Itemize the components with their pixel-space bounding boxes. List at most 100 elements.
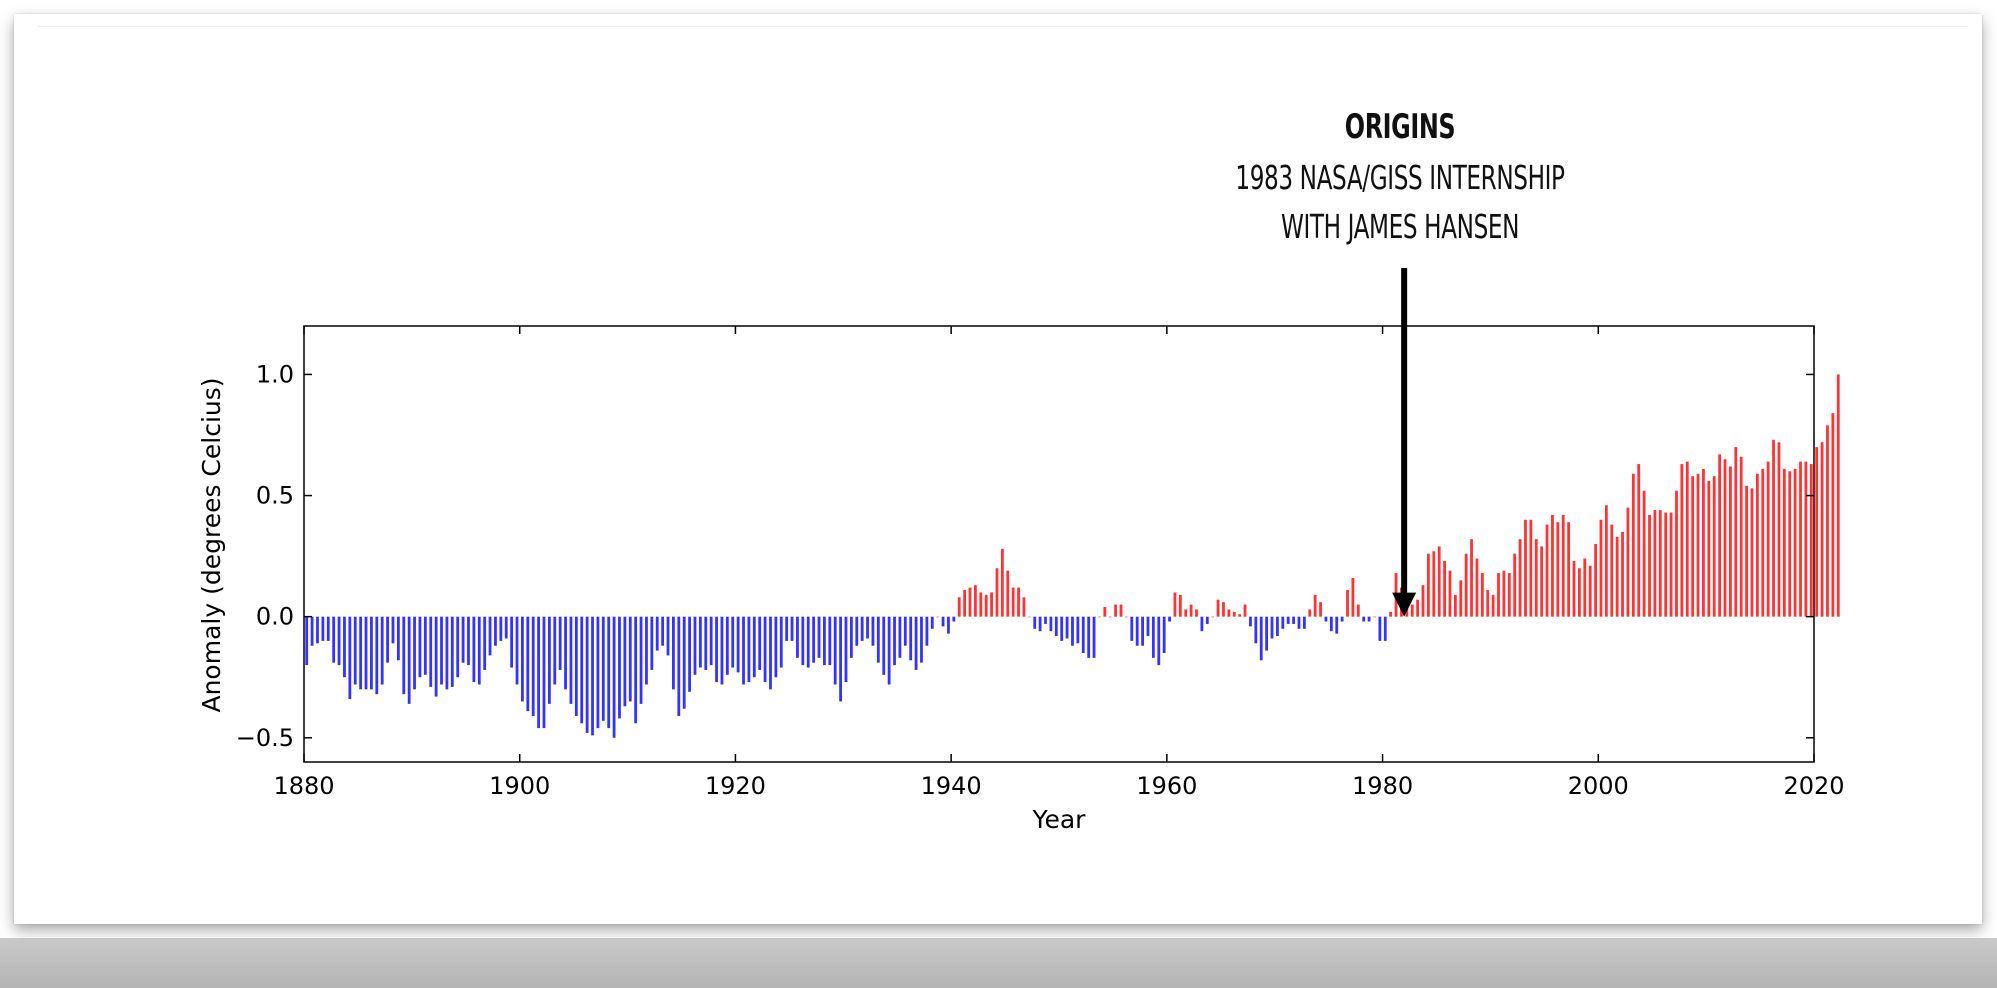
- bar: [790, 616, 794, 641]
- bar: [1513, 553, 1517, 617]
- bar: [1782, 468, 1786, 617]
- bar: [1362, 616, 1366, 622]
- bar: [504, 616, 508, 639]
- bar: [380, 616, 384, 685]
- bar: [1006, 570, 1010, 617]
- bar: [1691, 476, 1695, 617]
- bar: [1000, 548, 1004, 617]
- bar: [1259, 616, 1263, 661]
- bar: [1297, 616, 1301, 629]
- bar: [1292, 616, 1295, 624]
- bar: [1265, 616, 1269, 651]
- bar: [1011, 587, 1015, 617]
- bar: [720, 616, 724, 685]
- bar: [1448, 570, 1452, 617]
- annotation-title: ORIGINS: [1344, 107, 1456, 147]
- bar: [698, 616, 702, 668]
- top-divider: [38, 26, 1968, 27]
- bar: [936, 616, 940, 618]
- bar: [1416, 599, 1420, 617]
- bar: [1205, 616, 1209, 624]
- bar: [1507, 573, 1511, 617]
- arrow-head: [1392, 592, 1417, 617]
- bar: [1119, 604, 1123, 617]
- bar: [1578, 568, 1581, 617]
- bar: [758, 616, 762, 670]
- bar: [823, 616, 826, 666]
- bar: [774, 616, 778, 678]
- plot-area-frame: [303, 325, 1815, 763]
- bar: [860, 616, 864, 641]
- bar: [601, 616, 605, 721]
- bar: [510, 616, 514, 668]
- bar: [1270, 616, 1274, 639]
- bar: [920, 616, 923, 663]
- bar: [1755, 473, 1759, 617]
- bar: [1216, 599, 1220, 617]
- bar: [434, 616, 438, 697]
- bar: [1723, 459, 1727, 617]
- bar: [882, 616, 886, 675]
- bar: [1772, 439, 1775, 617]
- bar: [947, 616, 950, 634]
- bar: [343, 616, 346, 678]
- bar: [321, 616, 325, 641]
- bar: [1734, 447, 1738, 617]
- bar: [1631, 473, 1635, 617]
- bar: [1168, 616, 1171, 622]
- bar: [402, 616, 406, 695]
- bar: [353, 616, 357, 685]
- bar: [871, 616, 875, 646]
- bar: [1459, 580, 1463, 617]
- bar: [483, 616, 487, 670]
- bar: [1249, 616, 1252, 627]
- bar: [1604, 505, 1608, 617]
- bar: [1432, 551, 1436, 617]
- bar: [1383, 616, 1387, 641]
- bar: [526, 616, 530, 712]
- bar: [639, 616, 643, 704]
- bar: [1524, 519, 1527, 617]
- bar: [396, 616, 400, 661]
- bar: [661, 616, 665, 646]
- bar: [839, 616, 842, 702]
- bar: [370, 616, 373, 690]
- bar: [1098, 616, 1101, 618]
- bar: [1658, 510, 1662, 617]
- x-tick-label: 1980: [1352, 772, 1413, 800]
- bar: [1534, 539, 1538, 617]
- bar: [645, 616, 648, 685]
- bar: [1162, 616, 1166, 653]
- bar: [488, 616, 492, 656]
- bar: [1108, 616, 1112, 618]
- bar: [1621, 531, 1624, 617]
- annotation-line-2: WITH JAMES HANSEN: [1280, 207, 1520, 246]
- bar: [990, 592, 993, 617]
- bar: [1087, 616, 1091, 658]
- bar: [1518, 539, 1522, 617]
- bar: [682, 616, 686, 709]
- x-tick-label: 1960: [1136, 772, 1197, 800]
- bar: [898, 616, 902, 658]
- bar: [1718, 454, 1722, 617]
- bar: [1178, 594, 1182, 617]
- x-tick-label: 2000: [1568, 772, 1629, 800]
- bar: [1211, 616, 1215, 618]
- bar: [1135, 616, 1139, 646]
- bar: [925, 616, 929, 646]
- bar: [423, 616, 427, 675]
- bar: [1173, 592, 1177, 617]
- bar: [1313, 594, 1317, 617]
- bar: [1443, 560, 1446, 617]
- bar: [1157, 616, 1161, 666]
- bar: [1060, 616, 1064, 641]
- bar: [1281, 616, 1285, 629]
- bar: [553, 616, 557, 685]
- bar: [672, 616, 675, 690]
- bar: [1826, 425, 1829, 617]
- y-tick-label: 0.5: [256, 482, 294, 510]
- bar: [1809, 464, 1813, 617]
- bar: [752, 616, 756, 678]
- bottom-shadow-band: [0, 938, 1997, 988]
